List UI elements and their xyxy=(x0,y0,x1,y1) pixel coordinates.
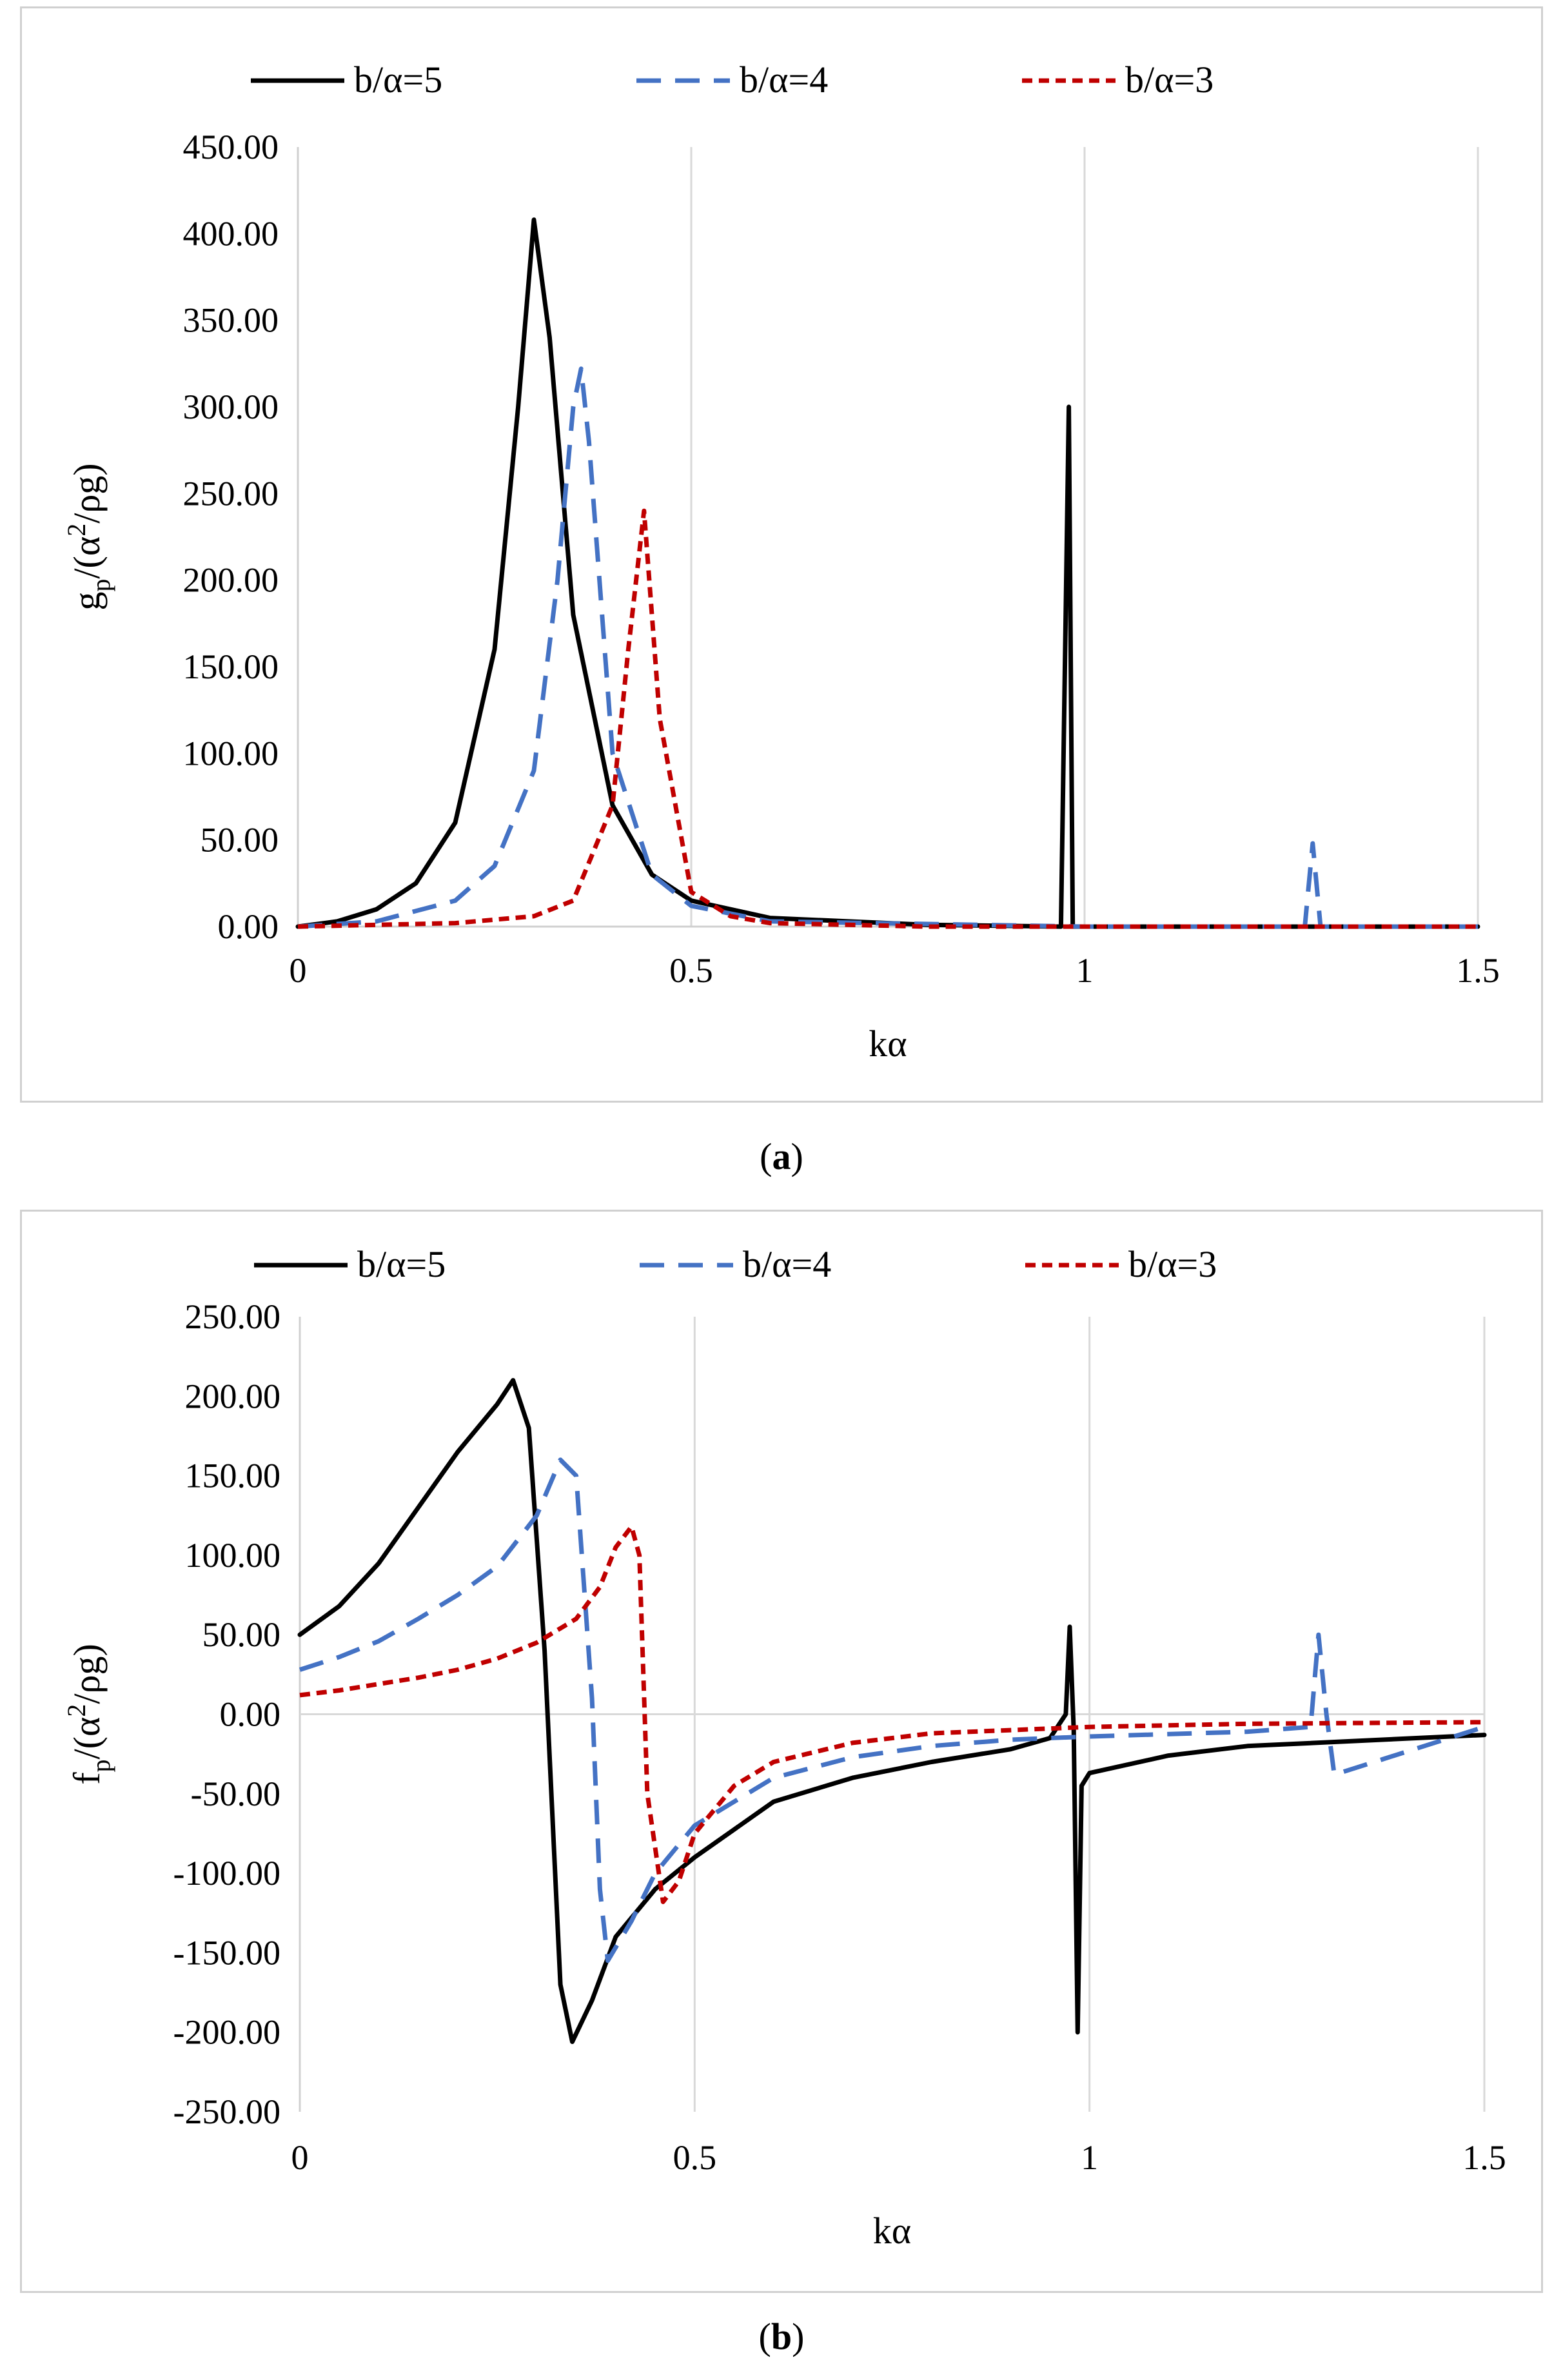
x-tick-label: 0 xyxy=(290,951,307,990)
x-tick-label: 0 xyxy=(291,2138,309,2177)
y-axis-label: gp/(α2/ρg) xyxy=(62,463,115,610)
y-tick-label: 50.00 xyxy=(202,1615,281,1654)
y-tick-label: 100.00 xyxy=(183,734,279,772)
x-tick-label: 1 xyxy=(1081,2138,1098,2177)
y-tick-label: -200.00 xyxy=(173,2013,280,2052)
y-tick-label: 150.00 xyxy=(185,1457,281,1495)
legend-label-2: b/α=4 xyxy=(743,1243,831,1285)
legend-label-1: b/α=5 xyxy=(354,59,442,101)
y-tick-label: -50.00 xyxy=(191,1775,280,1813)
y-tick-label: 0.00 xyxy=(218,907,279,946)
x-tick-label: 1.5 xyxy=(1456,951,1500,990)
y-tick-label: 300.00 xyxy=(183,388,279,426)
y-tick-label: 350.00 xyxy=(183,301,279,340)
legend-label-1: b/α=5 xyxy=(357,1243,446,1285)
y-tick-label: 450.00 xyxy=(183,128,279,166)
legend-label-3: b/α=3 xyxy=(1128,1243,1217,1285)
x-tick-label: 0.5 xyxy=(673,2138,717,2177)
caption-a-letter: a xyxy=(772,1136,791,1177)
legend-label-3: b/α=3 xyxy=(1125,59,1214,101)
series-line-2 xyxy=(297,366,1478,929)
y-tick-label: -100.00 xyxy=(173,1854,280,1893)
y-tick-label: 250.00 xyxy=(185,1297,281,1336)
caption-b: (b) xyxy=(758,2316,805,2357)
chart-b: -250.00 -200.00 -150.00 -100.00 -50.00 0.00 50… xyxy=(62,1243,1506,2252)
chart-a: 0.00 50.00 100.00 150.00 200.00 250.00 300.00 3… xyxy=(62,59,1500,1065)
caption-b-letter: b xyxy=(771,2316,792,2357)
x-tick-label: 0.5 xyxy=(669,951,713,990)
y-tick-label: 250.00 xyxy=(183,474,279,513)
series-line-1 xyxy=(297,1378,1487,2044)
x-tick-label: 1 xyxy=(1076,951,1094,990)
x-axis-label: kα xyxy=(873,2210,911,2252)
x-axis-label: kα xyxy=(869,1023,907,1065)
caption-a: (a) xyxy=(760,1136,803,1177)
y-tick-label: 0.00 xyxy=(220,1695,281,1734)
chart-panel-b: -250.00 -200.00 -150.00 -100.00 -50.00 0.00 50… xyxy=(20,1210,1543,2293)
y-tick-label: 200.00 xyxy=(183,561,279,600)
y-tick-label: -150.00 xyxy=(173,1933,280,1972)
y-tick-label: -250.00 xyxy=(173,2092,280,2131)
y-tick-label: 50.00 xyxy=(201,821,279,860)
y-axis-label: fp/(α2/ρg) xyxy=(62,1644,115,1785)
y-tick-label: 100.00 xyxy=(185,1536,281,1575)
y-tick-label: 150.00 xyxy=(183,647,279,686)
legend-label-2: b/α=4 xyxy=(740,59,828,101)
series-line-1 xyxy=(295,217,1480,929)
chart-panel-a: 0.00 50.00 100.00 150.00 200.00 250.00 300.00 3… xyxy=(20,6,1543,1103)
series-line-2 xyxy=(299,1457,1486,1963)
series-line-3 xyxy=(299,1524,1485,1904)
y-tick-label: 400.00 xyxy=(183,214,279,253)
x-tick-label: 1.5 xyxy=(1462,2138,1506,2177)
series-line-3 xyxy=(297,508,1478,929)
y-tick-label: 200.00 xyxy=(185,1377,281,1415)
